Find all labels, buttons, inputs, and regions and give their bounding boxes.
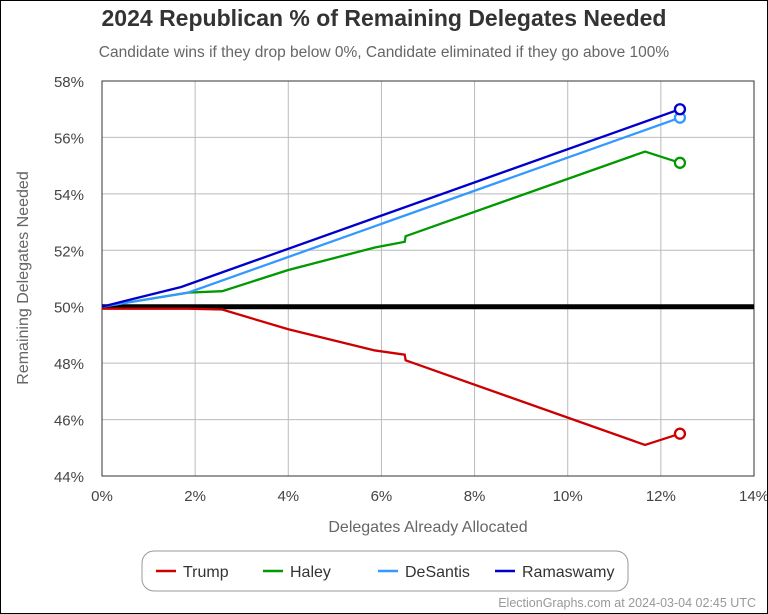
x-tick-label: 14% (739, 488, 767, 505)
legend-label-trump: Trump (183, 564, 229, 581)
plot-area (101, 80, 755, 477)
y-tick-label: 46% (54, 413, 84, 430)
x-tick-label: 6% (371, 488, 393, 505)
series-line-trump (102, 307, 681, 447)
x-tick-label: 10% (553, 488, 583, 505)
y-tick-label: 48% (54, 356, 84, 373)
legend-label-ramaswamy: Ramaswamy (522, 564, 614, 581)
y-tick-label: 56% (54, 130, 84, 147)
series-line-desantis (101, 116, 681, 308)
x-tick-label: 0% (91, 488, 113, 505)
chart-title: 2024 Republican % of Remaining Delegates… (102, 5, 667, 31)
series-endpoint-trump (673, 427, 687, 440)
series-endpoint-haley (673, 156, 687, 169)
x-tick-label: 8% (464, 488, 486, 505)
y-axis-label: Remaining Delegates Needed (15, 171, 32, 384)
plot-border (101, 80, 755, 477)
x-tick-label: 2% (184, 488, 206, 505)
y-tick-label: 54% (54, 187, 84, 204)
series-line-haley (101, 150, 681, 308)
x-tick-label: 12% (646, 488, 676, 505)
x-tick-label: 4% (277, 488, 299, 505)
y-tick-label: 58% (54, 74, 84, 91)
series-endpoint-ramaswamy (673, 103, 687, 116)
y-tick-label: 52% (54, 243, 84, 260)
chart-subtitle: Candidate wins if they drop below 0%, Ca… (99, 44, 670, 61)
y-tick-label: 44% (54, 469, 84, 486)
legend-label-desantis: DeSantis (405, 564, 470, 581)
series-line-ramaswamy (101, 108, 681, 308)
legend-label-haley: Haley (290, 564, 331, 581)
x-axis-label: Delegates Already Allocated (328, 519, 527, 536)
y-tick-label: 50% (54, 300, 84, 317)
footer-credit: ElectionGraphs.com at 2024-03-04 02:45 U… (498, 596, 756, 610)
